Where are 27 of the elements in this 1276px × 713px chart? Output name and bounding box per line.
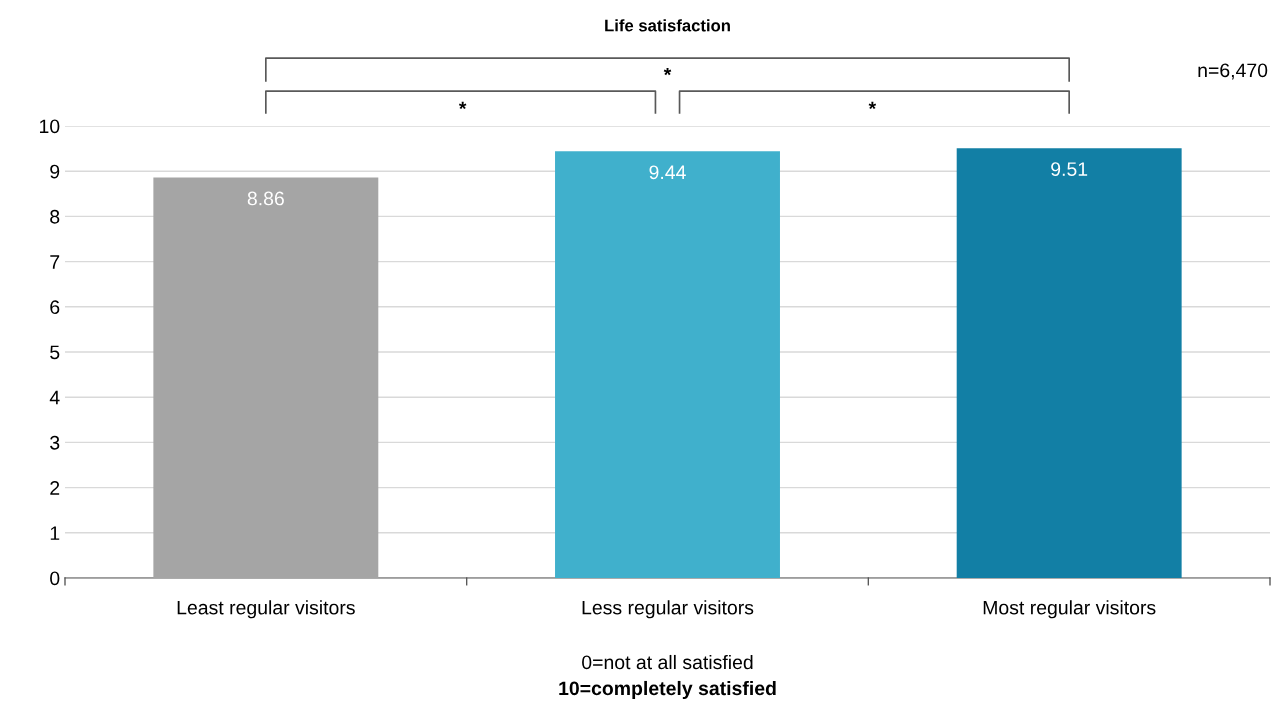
y-tick-label: 9 [50, 164, 60, 179]
x-tick-label: Least regular visitors [177, 600, 355, 619]
bar [956, 148, 1182, 578]
y-tick-label: 0 [50, 571, 60, 586]
y-tick-label: 8 [50, 209, 60, 224]
bar [555, 151, 780, 578]
y-tick-label: 7 [50, 255, 60, 269]
bar [153, 177, 379, 578]
x-tick-label: Less regular visitors [582, 600, 754, 619]
text: * [868, 101, 877, 110]
text: * [458, 101, 467, 110]
y-tick-label: 10 [40, 119, 60, 134]
data-label: 8.86 [247, 191, 284, 206]
y-tick-label: 5 [50, 345, 60, 360]
y-tick-label: 4 [49, 390, 60, 405]
text: 0=not at all satisfied [582, 654, 753, 670]
chart-title: Life satisfaction [605, 19, 730, 32]
data-label: 9.51 [1051, 162, 1088, 176]
text: 10=completely satisfied [559, 680, 776, 700]
y-tick-label: 6 [50, 300, 60, 315]
y-tick-label: 1 [50, 526, 60, 540]
data-label: 9.44 [649, 165, 686, 180]
x-tick-label: Most regular visitors [983, 600, 1156, 619]
y-tick-label: 3 [50, 435, 60, 450]
text: * [663, 67, 672, 76]
text: n=6,470 [1198, 63, 1268, 80]
y-tick-label: 2 [50, 481, 60, 495]
